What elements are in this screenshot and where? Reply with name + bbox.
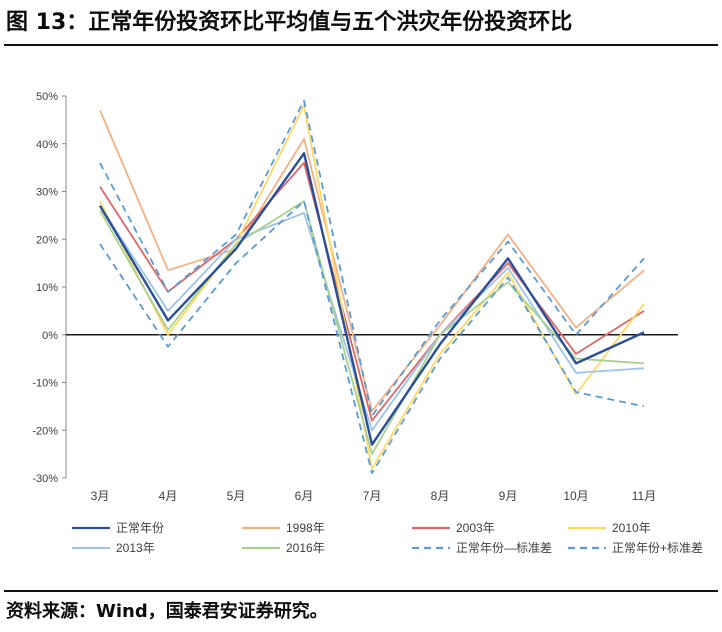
legend-label: 2016年 — [286, 541, 325, 555]
x-tick-label: 5月 — [227, 489, 246, 503]
legend-label: 2013年 — [116, 541, 155, 555]
y-tick-label: -20% — [32, 425, 58, 437]
series-line — [99, 109, 645, 413]
x-tick-label: 11月 — [632, 489, 656, 503]
series-layer — [98, 99, 645, 475]
x-tick-label: 7月 — [363, 489, 382, 503]
y-tick-label: -10% — [32, 378, 58, 390]
y-tick-label: 30% — [36, 187, 58, 199]
x-tick-label: 6月 — [295, 489, 314, 503]
series-line — [99, 162, 645, 422]
bottom-rule — [4, 590, 718, 592]
y-tick-label: 40% — [36, 139, 58, 151]
legend-label: 正常年份 — [116, 521, 164, 535]
figure-source: 资料来源：Wind，国泰君安证券研究。 — [6, 601, 328, 622]
y-tick-label: 0% — [42, 330, 58, 342]
y-tick-label: 50% — [36, 91, 58, 103]
series-line — [99, 200, 645, 456]
legend-label: 正常年份—标准差 — [456, 541, 552, 555]
legend-label: 1998年 — [286, 521, 325, 535]
series-line — [99, 200, 645, 475]
legend-label: 2010年 — [612, 521, 651, 535]
legend-label: 2003年 — [456, 521, 495, 535]
x-tick-label: 4月 — [159, 489, 178, 503]
legend-label: 正常年份+标准差 — [612, 541, 703, 555]
legend: 正常年份 1998年 2003年 2010年 2013年 2016年 正常年份—标准差 正常年… — [72, 521, 703, 555]
y-tick-label: 20% — [36, 234, 58, 246]
series-line — [99, 104, 645, 470]
y-tick-label: 10% — [36, 282, 58, 294]
x-axis-labels: 3月 4月 5月 6月 7月 8月 9月 10月 11月 — [91, 489, 657, 503]
x-tick-label: 8月 — [431, 489, 450, 503]
y-tick-label: -30% — [32, 473, 58, 485]
x-tick-label: 3月 — [91, 489, 110, 503]
series-line — [99, 205, 645, 432]
x-tick-label: 10月 — [563, 489, 588, 503]
figure-title: 图 13：正常年份投资环比平均值与五个洪灾年份投资环比 — [6, 10, 573, 35]
series-line — [98, 152, 645, 446]
x-tick-label: 9月 — [499, 489, 518, 503]
line-chart: -30% -20% -10% 0% 10% 20% 30% 40% 50% 3月 4月 5月 6月 7月… — [32, 91, 703, 555]
top-rule — [4, 44, 718, 46]
